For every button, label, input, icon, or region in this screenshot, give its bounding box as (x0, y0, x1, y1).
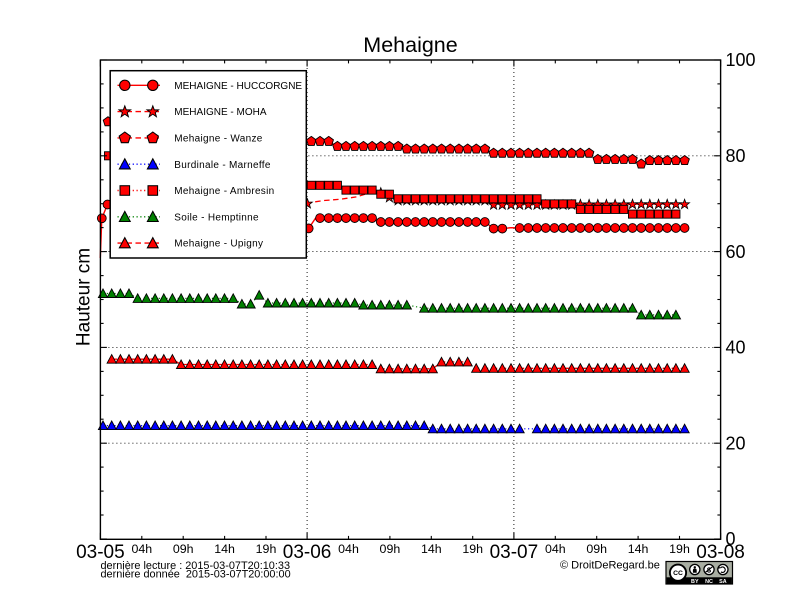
svg-text:Soile - Hemptinne: Soile - Hemptinne (174, 212, 259, 223)
svg-text:NC: NC (705, 579, 713, 585)
svg-text:Burdinale - Marneffe: Burdinale - Marneffe (174, 160, 271, 171)
svg-text:03-08: 03-08 (696, 542, 745, 563)
svg-text:03-05: 03-05 (76, 542, 125, 563)
svg-text:100: 100 (726, 50, 756, 70)
svg-text:MEHAIGNE - MOHA: MEHAIGNE - MOHA (174, 107, 267, 118)
svg-text:dernière donnée 2015-03-07T20: dernière donnée 2015-03-07T20:00:00 (101, 569, 291, 581)
svg-text:80: 80 (726, 146, 746, 166)
svg-text:19h: 19h (669, 542, 690, 556)
svg-text:09h: 09h (173, 542, 194, 556)
svg-text:Mehaigne - Upigny: Mehaigne - Upigny (174, 239, 263, 250)
svg-text:0: 0 (726, 529, 736, 549)
svg-text:09h: 09h (586, 542, 607, 556)
svg-text:dernière lecture : 2015-03-07T: dernière lecture : 2015-03-07T20:10:33 (101, 560, 291, 572)
svg-text:BY: BY (691, 579, 699, 585)
svg-text:04h: 04h (338, 542, 359, 556)
svg-text:Hauteur cm: Hauteur cm (73, 248, 94, 346)
svg-text:04h: 04h (545, 542, 566, 556)
svg-text:© DroitDeRegard.be: © DroitDeRegard.be (560, 560, 660, 572)
svg-text:04h: 04h (131, 542, 152, 556)
svg-text:20: 20 (726, 433, 746, 453)
svg-text:Mehaigne - Wanze: Mehaigne - Wanze (174, 134, 262, 145)
svg-text:MEHAIGNE - HUCCORGNE: MEHAIGNE - HUCCORGNE (174, 81, 302, 92)
svg-text:09h: 09h (380, 542, 401, 556)
svg-text:60: 60 (726, 242, 746, 262)
svg-text:03-06: 03-06 (283, 542, 332, 563)
svg-text:Mehaigne - Ambresin: Mehaigne - Ambresin (174, 186, 274, 197)
svg-text:19h: 19h (256, 542, 277, 556)
svg-text:03-07: 03-07 (490, 542, 539, 563)
svg-text:19h: 19h (462, 542, 483, 556)
svg-text:14h: 14h (214, 542, 235, 556)
svg-text:Mehaigne: Mehaigne (363, 33, 457, 57)
svg-text:40: 40 (726, 338, 746, 358)
svg-text:14h: 14h (421, 542, 442, 556)
svg-text:CC: CC (673, 570, 683, 577)
svg-text:SA: SA (719, 579, 727, 585)
svg-text:14h: 14h (628, 542, 649, 556)
